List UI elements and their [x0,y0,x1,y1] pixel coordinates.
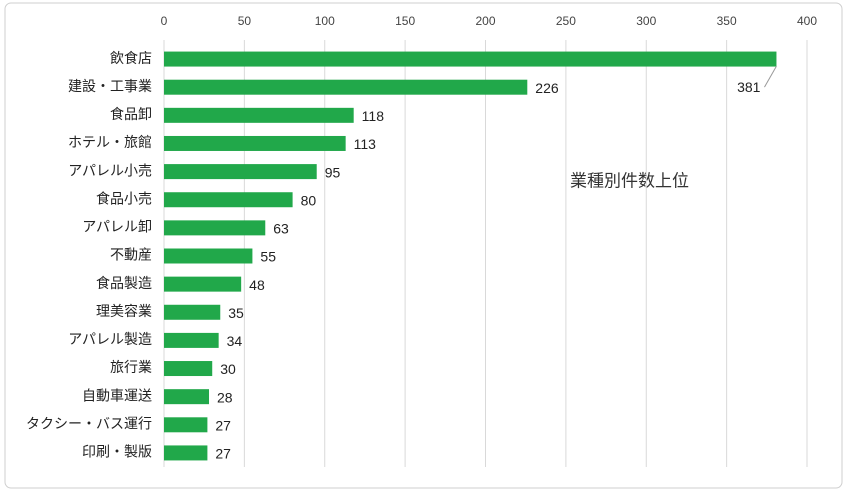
y-tick-label: 印刷・製版 [82,444,152,460]
value-label: 226 [535,80,559,96]
value-label: 55 [260,249,276,265]
x-tick-label: 0 [161,14,168,28]
y-tick-label: ホテル・旅館 [68,134,152,150]
x-tick-label: 400 [797,14,817,28]
bar [164,248,253,264]
x-tick-label: 200 [475,14,495,28]
x-tick-label: 350 [717,14,737,28]
y-tick-label: 不動産 [110,247,152,263]
value-label: 30 [220,361,236,377]
y-tick-label: 食品小売 [96,190,152,206]
frame [4,2,843,489]
value-label: 95 [325,164,341,180]
value-label: 63 [273,221,289,237]
y-tick-label: アパレル小売 [68,162,152,178]
bar [164,192,293,208]
y-tick-label: 自動車運送 [82,387,152,403]
value-label: 27 [215,418,231,434]
leader-line [764,65,777,88]
value-label: 48 [249,277,265,293]
y-tick-label: 飲食店 [110,50,152,66]
x-tick-label: 250 [556,14,576,28]
bar [164,135,346,151]
bar [164,389,210,405]
x-tick-label: 50 [238,14,252,28]
value-label: 381 [737,79,761,95]
y-tick-label: 理美容業 [96,303,152,319]
bar [164,361,213,377]
bar [164,79,528,95]
y-tick-label: 旅行業 [110,359,152,375]
bar [164,332,219,348]
x-tick-label: 100 [315,14,335,28]
y-tick-label: 建設・工事業 [68,78,152,94]
bar [164,417,208,433]
bar [164,276,242,292]
value-label: 35 [228,305,244,321]
y-tick-label: 食品製造 [96,275,152,291]
value-label: 27 [215,446,231,462]
bar [164,445,208,461]
bar [164,107,354,123]
x-tick-label: 150 [395,14,415,28]
bar [164,304,221,320]
annotation: 業種別件数上位 [570,171,689,190]
bar [164,220,266,236]
y-tick-label: アパレル卸 [82,219,152,235]
y-tick-label: アパレル製造 [68,331,152,347]
value-label: 113 [354,136,377,152]
bar [164,51,777,67]
value-label: 80 [301,192,317,208]
x-tick-label: 300 [636,14,656,28]
value-label: 28 [217,389,233,405]
y-tick-label: 食品卸 [110,106,152,122]
value-label: 34 [227,333,243,349]
y-tick-label: タクシー・バス運行 [26,416,152,432]
value-label: 118 [362,108,385,124]
bar [164,164,317,180]
